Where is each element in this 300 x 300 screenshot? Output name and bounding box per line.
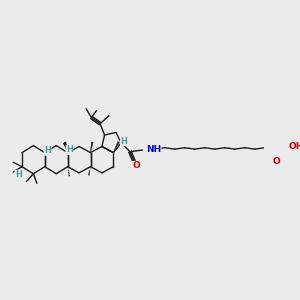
Polygon shape (63, 143, 68, 153)
Text: OH: OH (288, 142, 300, 151)
Text: O: O (272, 157, 280, 166)
Text: O: O (132, 161, 140, 170)
Text: H: H (66, 146, 73, 154)
Text: H: H (44, 146, 51, 155)
Text: NH: NH (146, 145, 161, 154)
Text: H: H (15, 170, 22, 179)
Polygon shape (64, 142, 68, 153)
Polygon shape (113, 142, 119, 153)
Text: H: H (121, 137, 127, 146)
Polygon shape (91, 142, 93, 153)
